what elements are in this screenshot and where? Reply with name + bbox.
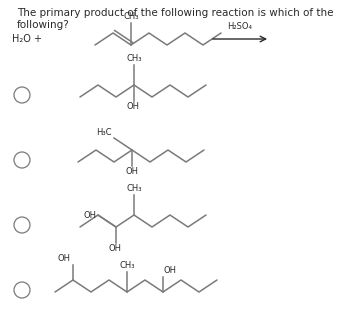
Text: CH₃: CH₃	[126, 54, 142, 63]
Text: H₂O +: H₂O +	[12, 34, 42, 44]
Text: OH: OH	[126, 102, 140, 111]
Text: OH: OH	[58, 254, 71, 263]
Text: OH: OH	[108, 244, 121, 253]
Text: OH: OH	[83, 212, 96, 220]
Text: CH₃: CH₃	[119, 261, 135, 270]
Text: OH: OH	[126, 167, 139, 176]
Text: H₃C: H₃C	[97, 128, 112, 137]
Text: CH₃: CH₃	[126, 184, 142, 193]
Text: H₂SO₄: H₂SO₄	[228, 22, 252, 31]
Text: The primary product of the following reaction is which of the following?: The primary product of the following rea…	[17, 8, 333, 30]
Text: OH: OH	[164, 266, 177, 275]
Text: CH₃: CH₃	[123, 12, 139, 21]
